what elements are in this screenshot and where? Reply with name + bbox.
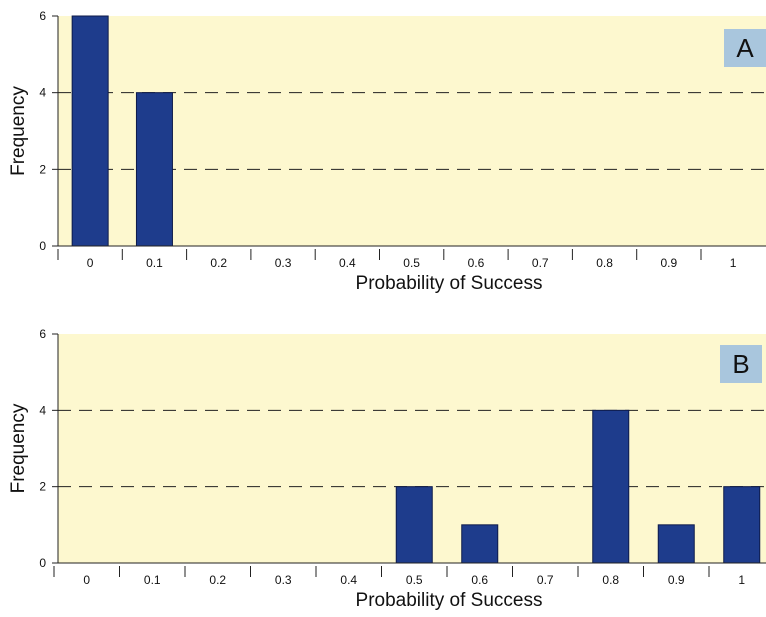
x-tick-label: 1 xyxy=(738,573,745,587)
y-tick-label: 0 xyxy=(39,239,46,253)
plot-area xyxy=(58,16,766,246)
x-tick-label: 0.3 xyxy=(275,573,292,587)
y-tick-label: 4 xyxy=(39,403,46,417)
bar-1 xyxy=(723,486,761,564)
x-tick-label: 0.6 xyxy=(471,573,488,587)
x-tick-label: 0.5 xyxy=(403,256,420,270)
panel-a: 0 2 4 6 0 0.1 0.2 0.3 0.4 0.5 0.6 0.7 0.8 0.9 1 Probabi… xyxy=(8,9,766,294)
x-tick-label: 0.1 xyxy=(144,573,161,587)
y-tick-label: 6 xyxy=(39,327,46,341)
y-axis-title: Frequency xyxy=(8,86,29,176)
y-tick-label: 0 xyxy=(39,556,46,570)
x-tick-label: 0.5 xyxy=(406,573,423,587)
bar-0.5 xyxy=(395,486,433,564)
panel-label: B xyxy=(732,349,749,379)
y-axis-title: Frequency xyxy=(8,403,29,493)
bar-0 xyxy=(71,15,109,247)
bar-0.1 xyxy=(135,92,173,247)
x-tick-label: 0.2 xyxy=(209,573,226,587)
x-tick-label: 0.1 xyxy=(146,256,163,270)
x-tick-label: 0.8 xyxy=(602,573,619,587)
x-tick-label: 0.4 xyxy=(339,256,356,270)
x-axis-title: Probability of Success xyxy=(356,590,543,611)
x-tick-label: 0.9 xyxy=(668,573,685,587)
bar-0.8 xyxy=(592,409,630,564)
y-tick-label: 6 xyxy=(39,9,46,23)
x-tick-label: 0.3 xyxy=(275,256,292,270)
panel-label-box xyxy=(720,345,762,383)
x-tick-label: 0.8 xyxy=(596,256,613,270)
bar-0.6 xyxy=(461,524,499,564)
x-tick-label: 0.7 xyxy=(532,256,549,270)
x-tick-label: 0.6 xyxy=(468,256,485,270)
x-tick-label: 0.4 xyxy=(340,573,357,587)
panel-b: 0 2 4 6 0 0.1 0.2 0.3 0.4 0.5 0.6 0.7 0.8 0.9 1 Probabi… xyxy=(8,327,766,611)
panel-label: A xyxy=(736,33,754,63)
x-tick-label: 0.9 xyxy=(661,256,678,270)
x-tick-label: 0 xyxy=(83,573,90,587)
y-tick-label: 4 xyxy=(39,86,46,100)
x-tick-label: 1 xyxy=(730,256,737,270)
x-tick-label: 0 xyxy=(87,256,94,270)
x-tick-label: 0.7 xyxy=(537,573,554,587)
x-axis-title: Probability of Success xyxy=(356,273,543,294)
y-tick-label: 2 xyxy=(39,480,46,494)
bar-0.9 xyxy=(657,524,695,564)
y-tick-label: 2 xyxy=(39,162,46,176)
panel-label-box xyxy=(724,29,766,67)
x-tick-label: 0.2 xyxy=(210,256,227,270)
